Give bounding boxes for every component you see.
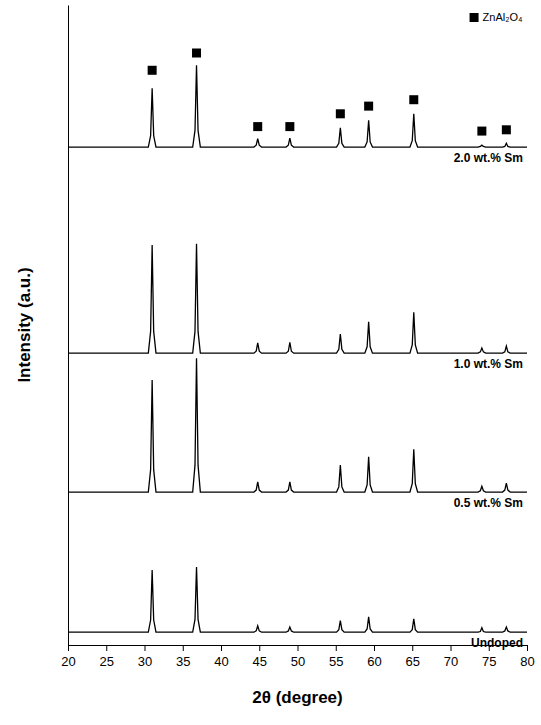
x-tick-mark	[451, 645, 452, 651]
x-tick-mark	[259, 645, 260, 651]
phase-marker	[364, 102, 373, 111]
xrd-trace	[68, 567, 527, 632]
x-tick: 65	[406, 645, 420, 669]
x-tick: 70	[444, 645, 458, 669]
xrd-trace	[68, 65, 527, 147]
x-tick-label: 30	[138, 654, 152, 669]
phase-marker	[336, 109, 345, 118]
series-label: 0.5 wt.% Sm	[454, 496, 523, 510]
x-tick-label: 25	[100, 654, 114, 669]
x-tick-label: 45	[253, 654, 267, 669]
x-tick-label: 60	[367, 654, 381, 669]
x-tick-label: 35	[176, 654, 190, 669]
legend-item: ZnAl₂O₄	[470, 11, 523, 23]
series-label: 2.0 wt.% Sm	[454, 151, 523, 165]
x-tick-mark	[527, 645, 528, 651]
x-tick: 50	[291, 645, 305, 669]
x-tick-label: 80	[520, 654, 534, 669]
xrd-trace	[68, 358, 527, 492]
x-tick: 25	[100, 645, 114, 669]
x-tick: 30	[138, 645, 152, 669]
phase-marker	[285, 122, 294, 131]
x-tick: 20	[61, 645, 75, 669]
x-tick: 40	[214, 645, 228, 669]
series-labels: Undoped 0.5 wt.% Sm 1.0 wt.% Sm 2.0 wt.% Sm	[454, 151, 523, 650]
phase-marker	[148, 66, 157, 75]
x-tick: 35	[176, 645, 190, 669]
phase-marker	[502, 125, 511, 134]
legend: ZnAl₂O₄	[470, 11, 523, 23]
y-axis-line	[68, 6, 69, 646]
x-tick-mark	[183, 645, 184, 651]
xrd-trace	[68, 244, 527, 353]
x-tick-label: 70	[444, 654, 458, 669]
x-axis: 20 25 30 35 40 45 50 55 60 65 70 75 80	[61, 645, 534, 669]
x-tick: 55	[329, 645, 343, 669]
x-tick-mark	[106, 645, 107, 651]
x-tick: 45	[253, 645, 267, 669]
phase-marker	[409, 95, 418, 104]
legend-label: ZnAl₂O₄	[483, 11, 523, 23]
x-tick-label: 50	[291, 654, 305, 669]
phase-marker	[192, 49, 201, 58]
phase-marker	[253, 122, 262, 131]
x-tick-label: 55	[329, 654, 343, 669]
y-axis	[68, 6, 69, 646]
x-tick-mark	[336, 645, 337, 651]
x-tick-mark	[68, 645, 69, 651]
series-label: Undoped	[471, 636, 523, 650]
phase-marker	[477, 127, 486, 136]
series-label: 1.0 wt.% Sm	[454, 357, 523, 371]
x-tick-mark	[145, 645, 146, 651]
x-tick-mark	[412, 645, 413, 651]
chart: 20 25 30 35 40 45 50 55 60 65 70 75 80 Undoped 0.5 wt.…	[0, 0, 541, 725]
data-marks	[68, 49, 527, 633]
x-tick-label: 40	[214, 654, 228, 669]
y-axis-title: Intensity (a.u.)	[15, 267, 34, 382]
x-tick-mark	[298, 645, 299, 651]
x-axis-title: 2θ (degree)	[252, 688, 342, 707]
x-tick-label: 75	[482, 654, 496, 669]
legend-swatch	[470, 13, 479, 22]
x-tick-mark	[221, 645, 222, 651]
plot: 20 25 30 35 40 45 50 55 60 65 70 75 80 Undoped 0.5 wt.…	[61, 6, 534, 670]
x-tick-mark	[374, 645, 375, 651]
x-tick-label: 65	[406, 654, 420, 669]
x-tick-label: 20	[61, 654, 75, 669]
x-tick: 60	[367, 645, 381, 669]
